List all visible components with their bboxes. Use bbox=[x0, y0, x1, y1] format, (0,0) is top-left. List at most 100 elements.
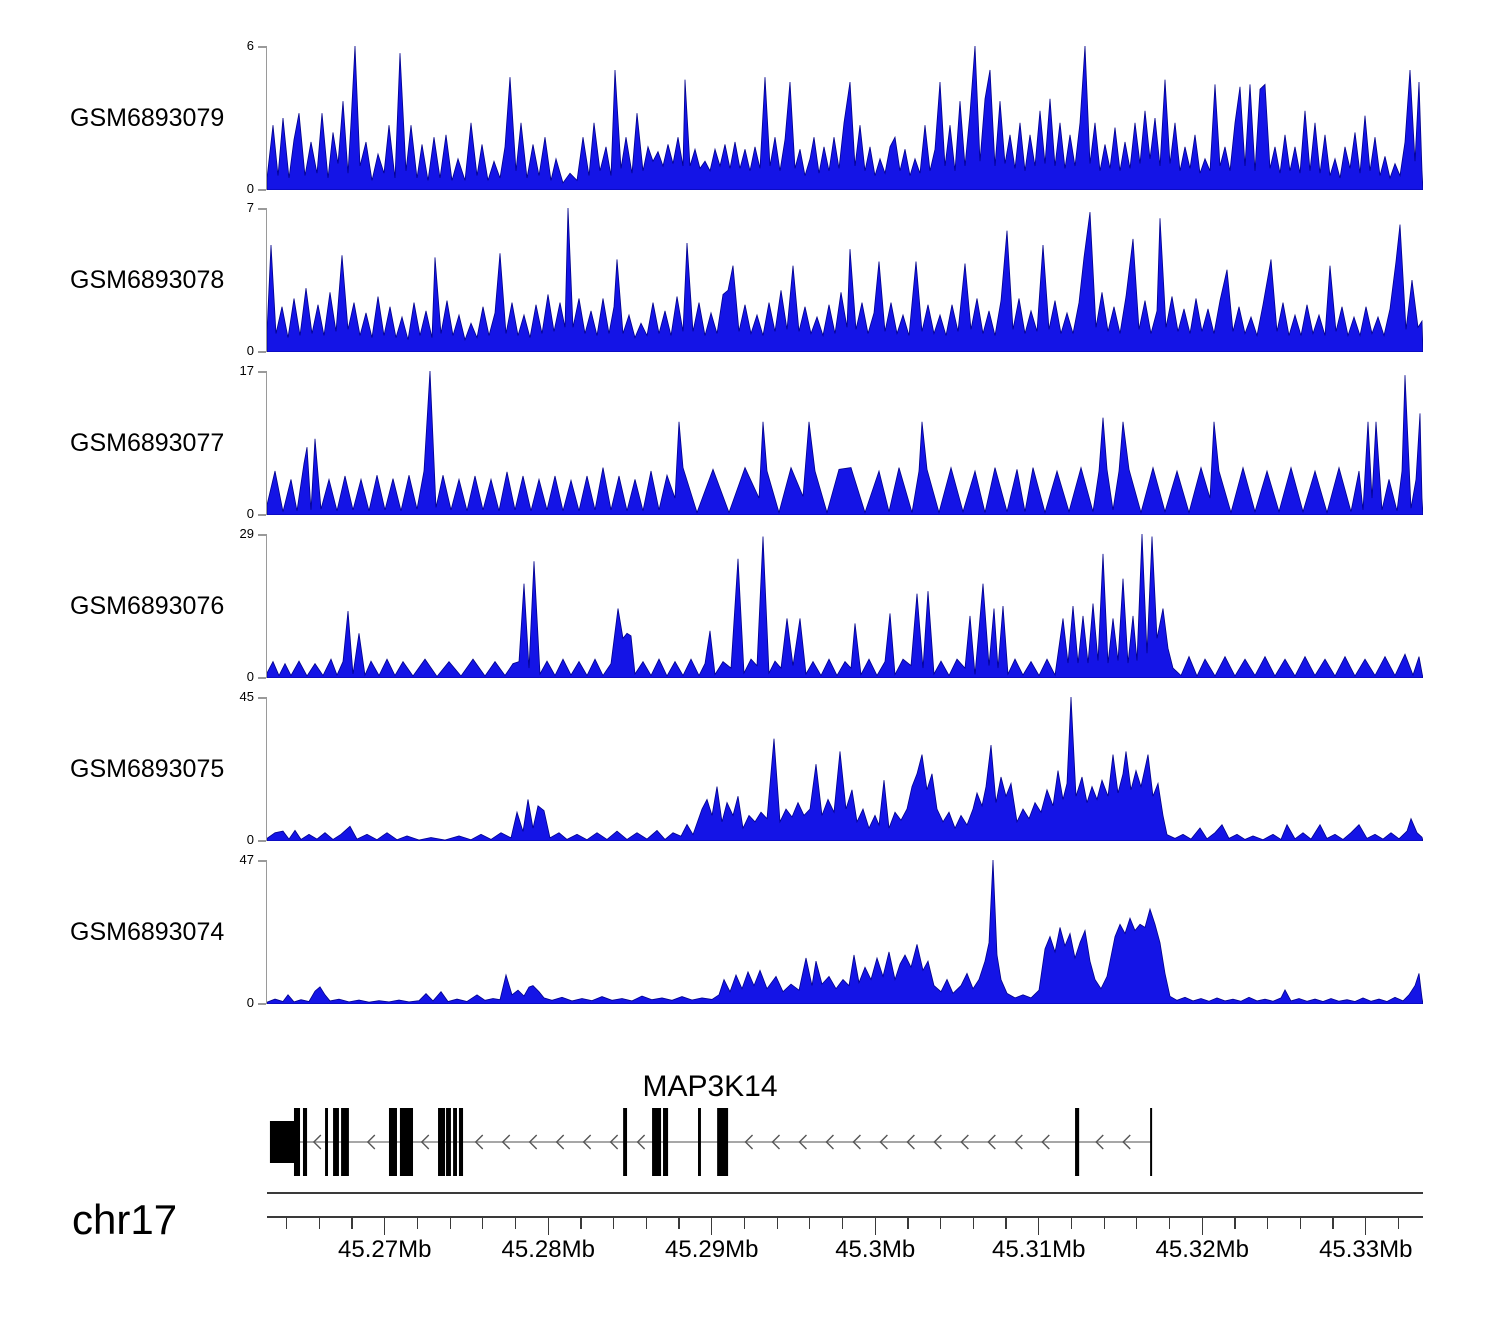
exon bbox=[663, 1108, 669, 1176]
minor-tick bbox=[743, 1217, 746, 1229]
axis-tick-label: 45.3Mb bbox=[835, 1236, 916, 1263]
strand-chevron-icon bbox=[960, 1134, 969, 1150]
gene-end-mark bbox=[1150, 1108, 1153, 1176]
exon bbox=[399, 1108, 414, 1176]
minor-tick bbox=[1397, 1217, 1400, 1229]
strand-chevron-icon bbox=[906, 1134, 915, 1150]
coverage-signal-GSM6893076 bbox=[267, 534, 1423, 678]
exon bbox=[333, 1108, 339, 1176]
exon bbox=[438, 1108, 446, 1176]
minor-tick bbox=[809, 1217, 811, 1229]
strand-chevron-icon bbox=[1122, 1134, 1131, 1150]
y-axis-top-tick bbox=[258, 697, 266, 699]
y-axis-line bbox=[265, 208, 267, 352]
exon bbox=[325, 1108, 328, 1176]
signal-polygon bbox=[267, 208, 1423, 352]
y-axis-bottom-tick bbox=[258, 189, 266, 191]
minor-tick bbox=[1070, 1217, 1073, 1229]
minor-tick bbox=[1005, 1217, 1007, 1229]
coverage-signal-GSM6893078 bbox=[267, 208, 1423, 352]
strand-chevron-icon bbox=[879, 1134, 888, 1150]
strand-chevron-icon bbox=[744, 1134, 754, 1150]
y-axis-top-tick bbox=[258, 208, 266, 210]
minor-tick bbox=[940, 1217, 942, 1229]
y-axis-zero-label: 0 bbox=[246, 832, 254, 847]
strand-chevron-icon bbox=[987, 1134, 996, 1150]
chromosome-label: chr17 bbox=[72, 1196, 178, 1243]
major-tick bbox=[547, 1217, 549, 1235]
signal-polygon bbox=[267, 371, 1423, 515]
axis-tick-label: 45.29Mb bbox=[665, 1236, 759, 1263]
y-axis-max-label: 45 bbox=[239, 689, 254, 704]
minor-tick bbox=[907, 1217, 909, 1229]
coverage-signal-GSM6893079 bbox=[267, 46, 1423, 190]
minor-tick bbox=[1234, 1217, 1236, 1229]
axis-tick-label: 45.31Mb bbox=[992, 1236, 1086, 1263]
minor-tick bbox=[776, 1217, 778, 1229]
track-label-GSM6893079: GSM6893079 bbox=[70, 104, 225, 132]
coverage-signal-GSM6893075 bbox=[267, 697, 1423, 841]
y-axis-zero-label: 0 bbox=[246, 181, 254, 196]
strand-chevron-icon bbox=[933, 1134, 942, 1150]
exon bbox=[1075, 1108, 1080, 1176]
coverage-signal-GSM6893074 bbox=[267, 860, 1423, 1004]
minor-tick bbox=[286, 1217, 288, 1229]
signal-polygon bbox=[267, 534, 1423, 678]
exon bbox=[453, 1108, 457, 1176]
major-tick bbox=[1038, 1217, 1040, 1235]
minor-tick bbox=[972, 1217, 974, 1229]
track-label-GSM6893076: GSM6893076 bbox=[70, 592, 225, 620]
minor-tick bbox=[318, 1217, 320, 1229]
y-axis-line bbox=[265, 534, 267, 678]
y-axis-zero-label: 0 bbox=[246, 343, 254, 358]
axis-tick-label: 45.33Mb bbox=[1319, 1236, 1413, 1263]
signal-polygon bbox=[267, 860, 1423, 1004]
strand-chevron-icon bbox=[501, 1134, 511, 1150]
strand-chevron-icon bbox=[312, 1134, 322, 1150]
minor-tick bbox=[416, 1217, 418, 1229]
exon bbox=[623, 1108, 628, 1176]
signal-polygon bbox=[267, 46, 1423, 190]
y-axis-zero-label: 0 bbox=[246, 669, 254, 684]
axis-tick-label: 45.28Mb bbox=[501, 1236, 595, 1263]
y-axis-top-tick bbox=[258, 534, 266, 536]
strand-chevron-icon bbox=[582, 1134, 592, 1150]
y-axis-bottom-tick bbox=[258, 514, 266, 516]
exon bbox=[302, 1108, 308, 1176]
minor-tick bbox=[1103, 1217, 1105, 1229]
coverage-signal-GSM6893077 bbox=[267, 371, 1423, 515]
track-label-GSM6893077: GSM6893077 bbox=[70, 429, 225, 457]
major-tick bbox=[1365, 1217, 1367, 1235]
y-axis-zero-label: 0 bbox=[246, 506, 254, 521]
gene-model-svg bbox=[269, 1108, 1153, 1176]
strand-chevron-icon bbox=[474, 1134, 484, 1150]
minor-tick bbox=[613, 1217, 615, 1229]
gene-name-label: MAP3K14 bbox=[642, 1070, 778, 1103]
track-label-GSM6893075: GSM6893075 bbox=[70, 755, 225, 783]
strand-chevron-icon bbox=[528, 1134, 538, 1150]
y-axis-zero-label: 0 bbox=[246, 995, 254, 1010]
major-tick bbox=[1201, 1217, 1203, 1235]
strand-chevron-icon bbox=[1041, 1134, 1050, 1150]
exon bbox=[446, 1108, 451, 1176]
major-tick bbox=[874, 1217, 876, 1235]
strand-chevron-icon bbox=[1014, 1134, 1023, 1150]
strand-chevron-icon bbox=[825, 1134, 834, 1150]
exon bbox=[458, 1108, 464, 1176]
minor-tick bbox=[1136, 1217, 1138, 1229]
range-line bbox=[267, 1192, 1423, 1194]
axis-tick-label: 45.32Mb bbox=[1155, 1236, 1249, 1263]
y-axis-line bbox=[265, 371, 267, 515]
y-axis-bottom-tick bbox=[258, 1003, 266, 1005]
minor-tick bbox=[1299, 1217, 1301, 1229]
y-axis-max-label: 7 bbox=[246, 200, 254, 215]
minor-tick bbox=[678, 1217, 680, 1229]
y-axis-max-label: 29 bbox=[239, 526, 254, 541]
y-axis-bottom-tick bbox=[258, 351, 266, 353]
y-axis-top-tick bbox=[258, 371, 266, 373]
signal-polygon bbox=[267, 697, 1423, 841]
y-axis-line bbox=[265, 46, 267, 190]
strand-chevron-icon bbox=[420, 1134, 430, 1150]
strand-chevron-icon bbox=[636, 1134, 646, 1150]
